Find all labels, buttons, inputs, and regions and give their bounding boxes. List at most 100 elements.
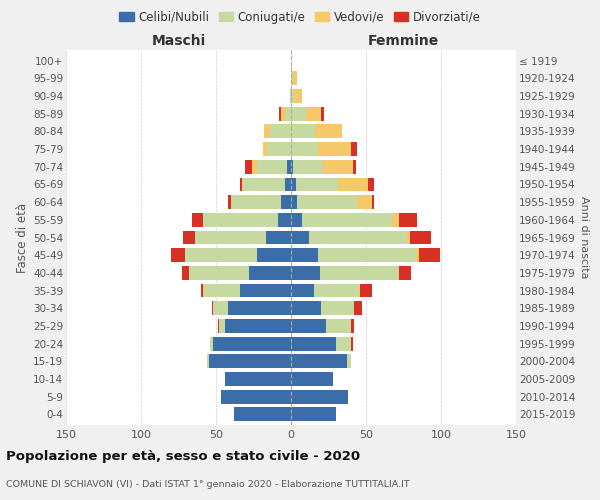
Bar: [218, 319, 219, 333]
Bar: [323, 160, 353, 173]
Bar: [399, 213, 417, 226]
Bar: [221, 390, 291, 404]
Bar: [291, 354, 347, 368]
Bar: [204, 284, 240, 298]
Bar: [399, 266, 411, 280]
Bar: [245, 160, 252, 173]
Bar: [285, 178, 291, 192]
Bar: [281, 195, 291, 209]
Bar: [320, 266, 398, 280]
Bar: [318, 142, 351, 156]
Bar: [291, 319, 325, 333]
Bar: [225, 372, 291, 386]
Bar: [182, 266, 189, 280]
Bar: [347, 354, 351, 368]
Bar: [252, 160, 257, 173]
Bar: [291, 89, 294, 103]
Bar: [336, 336, 351, 350]
Text: Maschi: Maschi: [151, 34, 206, 48]
Bar: [264, 124, 270, 138]
Bar: [203, 213, 277, 226]
Bar: [240, 284, 291, 298]
Text: Femmine: Femmine: [368, 34, 439, 48]
Bar: [279, 107, 281, 120]
Bar: [219, 319, 225, 333]
Bar: [337, 178, 367, 192]
Bar: [293, 160, 323, 173]
Bar: [249, 266, 291, 280]
Bar: [291, 178, 296, 192]
Bar: [318, 248, 415, 262]
Bar: [392, 213, 399, 226]
Bar: [243, 178, 285, 192]
Bar: [210, 336, 213, 350]
Bar: [357, 195, 372, 209]
Bar: [263, 142, 267, 156]
Bar: [257, 160, 287, 173]
Bar: [207, 354, 209, 368]
Bar: [228, 302, 291, 315]
Bar: [302, 213, 392, 226]
Bar: [291, 124, 315, 138]
Bar: [267, 142, 291, 156]
Bar: [192, 213, 203, 226]
Bar: [241, 178, 243, 192]
Bar: [367, 178, 373, 192]
Bar: [291, 336, 336, 350]
Bar: [314, 284, 359, 298]
Bar: [257, 248, 291, 262]
Bar: [228, 195, 231, 209]
Bar: [351, 319, 354, 333]
Bar: [415, 248, 419, 262]
Bar: [270, 124, 291, 138]
Bar: [203, 284, 204, 298]
Bar: [201, 284, 203, 298]
Legend: Celibi/Nubili, Coniugati/e, Vedovi/e, Divorziati/e: Celibi/Nubili, Coniugati/e, Vedovi/e, Di…: [115, 6, 485, 28]
Bar: [291, 195, 297, 209]
Bar: [325, 319, 351, 333]
Bar: [293, 72, 297, 85]
Bar: [285, 107, 291, 120]
Bar: [281, 107, 285, 120]
Bar: [213, 336, 291, 350]
Bar: [291, 213, 302, 226]
Bar: [294, 89, 302, 103]
Bar: [351, 142, 357, 156]
Bar: [315, 124, 342, 138]
Bar: [225, 319, 291, 333]
Bar: [353, 160, 355, 173]
Bar: [291, 284, 314, 298]
Bar: [231, 195, 281, 209]
Bar: [291, 160, 293, 173]
Bar: [291, 230, 309, 244]
Bar: [297, 195, 357, 209]
Bar: [287, 160, 291, 173]
Bar: [291, 72, 293, 85]
Bar: [419, 248, 439, 262]
Bar: [372, 195, 373, 209]
Bar: [240, 178, 241, 192]
Bar: [209, 354, 291, 368]
Bar: [359, 284, 360, 298]
Bar: [291, 302, 321, 315]
Bar: [185, 248, 257, 262]
Bar: [171, 248, 185, 262]
Bar: [212, 302, 213, 315]
Bar: [321, 107, 324, 120]
Bar: [296, 178, 337, 192]
Bar: [277, 213, 291, 226]
Bar: [291, 107, 306, 120]
Bar: [291, 248, 318, 262]
Bar: [291, 266, 320, 280]
Bar: [291, 408, 336, 422]
Bar: [354, 302, 361, 315]
Bar: [189, 266, 249, 280]
Bar: [234, 408, 291, 422]
Bar: [360, 284, 372, 298]
Bar: [409, 230, 431, 244]
Bar: [265, 230, 291, 244]
Bar: [183, 230, 195, 244]
Bar: [290, 89, 291, 103]
Bar: [291, 390, 348, 404]
Bar: [321, 302, 354, 315]
